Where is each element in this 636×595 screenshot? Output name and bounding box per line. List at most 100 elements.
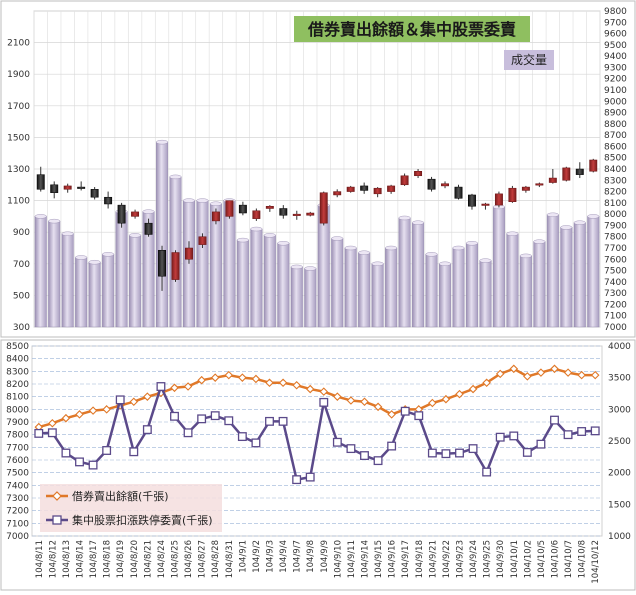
x-tick-label: 104/9/16 <box>388 540 398 578</box>
volume-bar <box>398 217 411 328</box>
volume-bar <box>263 235 276 328</box>
series-0-point <box>577 370 586 380</box>
bottom-left-tick-label: 7600 <box>6 456 29 466</box>
top-left-tick-label: 700 <box>13 260 30 270</box>
series-0-point <box>333 392 342 401</box>
candle-body-up <box>508 187 517 202</box>
bottom-left-tick-label: 7500 <box>6 469 29 479</box>
volume-bar <box>102 254 115 328</box>
series-0-point <box>278 378 288 388</box>
series-1-point <box>590 426 600 436</box>
volume-bar-cap <box>75 255 88 260</box>
candle-body-up <box>373 187 382 195</box>
bottom-left-tick-label: 8100 <box>6 393 29 403</box>
x-tick-label: 104/10/6 <box>551 540 561 578</box>
volume-bar-cap <box>156 139 169 145</box>
series-0-point <box>143 392 152 401</box>
candle-body-up <box>292 213 301 216</box>
top-right-tick-label: 7200 <box>604 300 627 310</box>
series-1-point <box>237 432 247 442</box>
top-right-tick-label: 7400 <box>604 278 627 288</box>
candle-body-down <box>144 222 153 235</box>
series-1-point <box>400 406 410 416</box>
volume-bar <box>465 243 478 328</box>
volume-bar <box>196 200 209 328</box>
volume-bar-cap <box>304 266 317 271</box>
volume-bar-cap <box>439 261 452 266</box>
series-1-point <box>332 437 342 447</box>
series-0-point <box>75 410 84 419</box>
series-0-point <box>563 368 573 377</box>
series-1-point <box>170 411 179 421</box>
volume-bar <box>156 141 169 328</box>
x-tick-label: 104/8/20 <box>130 540 140 578</box>
candlesticks <box>36 158 598 291</box>
candle-body-up <box>521 186 530 191</box>
series-1-point <box>468 444 478 454</box>
series-1-point <box>455 448 464 458</box>
bottom-left-tick-label: 8300 <box>6 367 29 377</box>
candle-body-up <box>306 212 315 216</box>
x-tick-label: 104/8/11 <box>35 540 45 578</box>
volume-bar <box>425 254 438 328</box>
volume-bar <box>492 206 505 328</box>
bottom-right-axis: 1000 1500 2000 2500 3000 3500 4000 <box>608 342 631 542</box>
volume-bar-cap <box>88 260 101 265</box>
top-right-tick-label: 9800 <box>604 7 627 17</box>
candle-body-up <box>63 185 72 190</box>
candle-body-down <box>468 194 476 207</box>
legend-item-0: 借券賣出餘額(千張) <box>46 489 169 503</box>
series-1-point <box>34 428 44 438</box>
volume-bar <box>587 216 600 328</box>
bottom-left-tick-label: 7100 <box>6 519 29 529</box>
volume-bar-cap <box>209 201 222 206</box>
x-tick-label: 104/10/1 <box>510 540 520 578</box>
candle-body-down <box>360 185 369 191</box>
x-tick-label: 104/9/18 <box>415 540 425 578</box>
bottom-right-tick-label: 2500 <box>608 437 631 447</box>
top-left-tick-label: 1700 <box>7 102 30 112</box>
x-tick-label: 104/8/26 <box>184 540 194 578</box>
volume-bar-cap <box>129 233 142 238</box>
bottom-right-tick-label: 1500 <box>608 500 631 510</box>
volume-bar-cap <box>371 261 384 266</box>
bottom-left-tick-label: 7400 <box>6 481 29 491</box>
series-0-point <box>183 382 193 391</box>
volume-bar <box>88 262 101 328</box>
volume-bar-cap <box>61 231 74 236</box>
top-right-tick-label: 9500 <box>604 41 627 51</box>
volume-bar-cap <box>290 264 303 270</box>
volume-bar-cap <box>358 250 371 255</box>
volume-bar <box>115 211 128 328</box>
x-tick-label: 104/8/14 <box>76 540 86 578</box>
bottom-left-axis: 7000 7100 7200 7300 7400 7500 7600 7700 7800 7900… <box>6 342 29 542</box>
volume-bar <box>519 255 532 328</box>
series-1-point <box>210 411 220 421</box>
candle-body-up <box>171 252 180 280</box>
top-right-tick-label: 8400 <box>604 165 627 175</box>
x-tick-label: 104/9/8 <box>306 540 316 573</box>
bottom-left-tick-label: 7700 <box>6 443 29 453</box>
x-tick-label: 104/8/24 <box>157 540 167 578</box>
x-tick-label: 104/9/7 <box>293 540 303 573</box>
candle-body-down <box>575 168 584 175</box>
bottom-left-tick-label: 8400 <box>6 355 29 365</box>
candle-body-up <box>589 159 598 172</box>
top-left-tick-label: 1100 <box>7 197 30 207</box>
volume-bar <box>223 200 236 328</box>
top-right-tick-label: 7800 <box>604 233 627 243</box>
candle-body-down <box>454 186 463 199</box>
top-right-tick-label: 9200 <box>604 75 627 85</box>
top-right-tick-label: 9700 <box>604 18 627 28</box>
volume-label: 成交量 <box>511 52 547 67</box>
volume-bar-cap <box>236 237 249 243</box>
candle-body-up <box>185 247 193 260</box>
top-right-tick-label: 8800 <box>604 120 627 130</box>
x-tick-label: 104/8/17 <box>89 540 99 578</box>
series-0-point <box>590 370 600 380</box>
top-right-tick-label: 7900 <box>604 221 627 231</box>
candle-body-down <box>279 208 288 216</box>
volume-bar <box>479 260 492 328</box>
volume-bar-cap <box>506 231 519 236</box>
